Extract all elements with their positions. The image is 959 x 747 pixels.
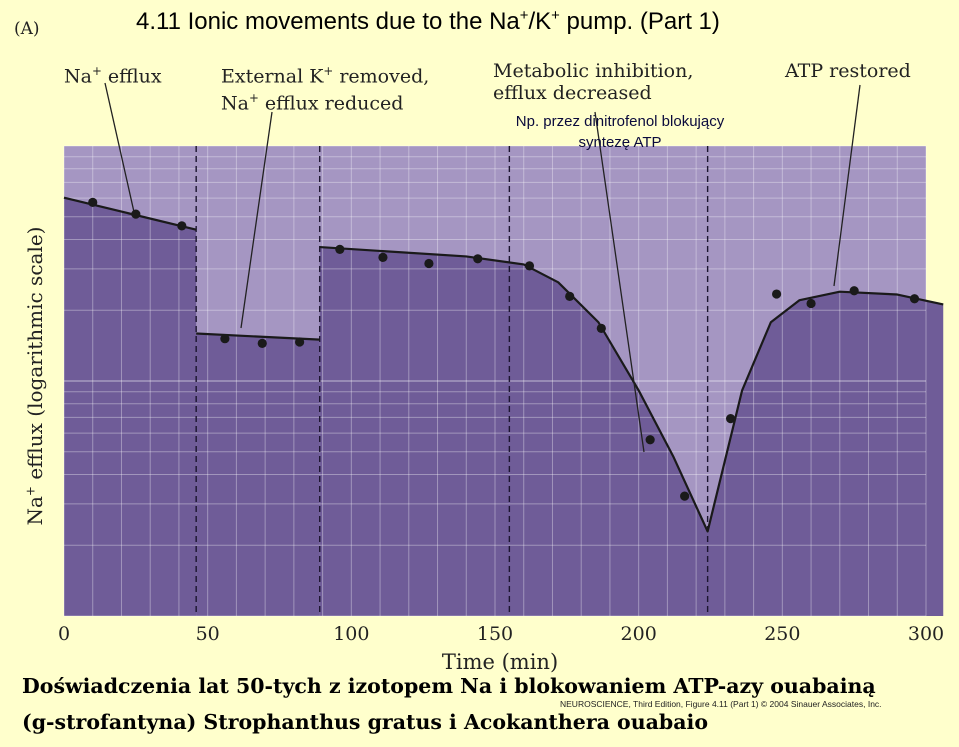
data-point (849, 286, 859, 296)
annotation-pointer-3 (594, 111, 645, 453)
dinitrophenol-note: Np. przez dinitrofenol blokujący syntezę… (515, 113, 725, 151)
figure-credit: NEUROSCIENCE, Third Edition, Figure 4.11… (560, 699, 882, 709)
data-point (177, 221, 187, 231)
annotation-external-k-removed: External K+ removed, Na+ efflux reduced (221, 64, 430, 115)
data-point (596, 323, 606, 333)
fit-curve-1 (63, 196, 197, 231)
data-point (131, 209, 141, 219)
data-point (424, 258, 434, 269)
annotation-pointer-2 (240, 111, 273, 329)
annotation-na-efflux: Na+ efflux (64, 64, 162, 88)
caption-line-2: (g-strofantyna) Strophanthus gratus i Ac… (22, 710, 708, 734)
efflux-area-3 (319, 247, 944, 617)
plot-background (64, 146, 944, 617)
data-point (565, 291, 575, 301)
y-axis-label: Na+ efflux (logarithmic scale) (23, 226, 47, 526)
data-point (88, 197, 98, 207)
data-point (771, 289, 782, 299)
x-tick-labels: 0 50 100 150 200 250 300 (58, 623, 944, 645)
x-axis-label: Time (min) (441, 650, 559, 674)
annotation-metabolic-inhibition: Metabolic inhibition, efflux decreased (493, 60, 694, 104)
data-point (909, 294, 920, 304)
x-tick-label: 0 (58, 623, 70, 645)
grid-lines (63, 145, 927, 617)
data-points (88, 197, 920, 501)
data-point (335, 244, 345, 254)
x-tick-label: 300 (908, 623, 944, 645)
annotation-pointer-4 (833, 84, 861, 287)
panel-letter: (A) (14, 19, 40, 39)
data-point (220, 334, 230, 344)
data-point (257, 338, 267, 348)
data-point (806, 298, 816, 309)
efflux-area-2 (196, 333, 320, 616)
x-tick-label: 150 (477, 623, 513, 645)
slide-title: 4.11 Ionic movements due to the Na+/K+ p… (136, 8, 720, 35)
efflux-area-1 (64, 197, 197, 616)
data-point (726, 414, 736, 424)
annotation-atp-restored: ATP restored (785, 60, 911, 82)
data-point (473, 254, 483, 264)
data-point (645, 435, 655, 445)
x-tick-label: 200 (621, 623, 657, 645)
x-tick-label: 100 (333, 623, 369, 645)
data-point (378, 252, 388, 262)
annotation-pointer-1 (104, 82, 135, 213)
phase-boundaries (195, 146, 709, 616)
caption-line-1: Doświadczenia lat 50-tych z izotopem Na … (22, 674, 876, 698)
x-tick-label: 250 (764, 623, 800, 645)
data-point (524, 261, 535, 271)
data-point (295, 337, 305, 347)
data-point (680, 491, 690, 501)
x-tick-label: 50 (196, 623, 220, 645)
annotation-pointers (104, 82, 861, 453)
